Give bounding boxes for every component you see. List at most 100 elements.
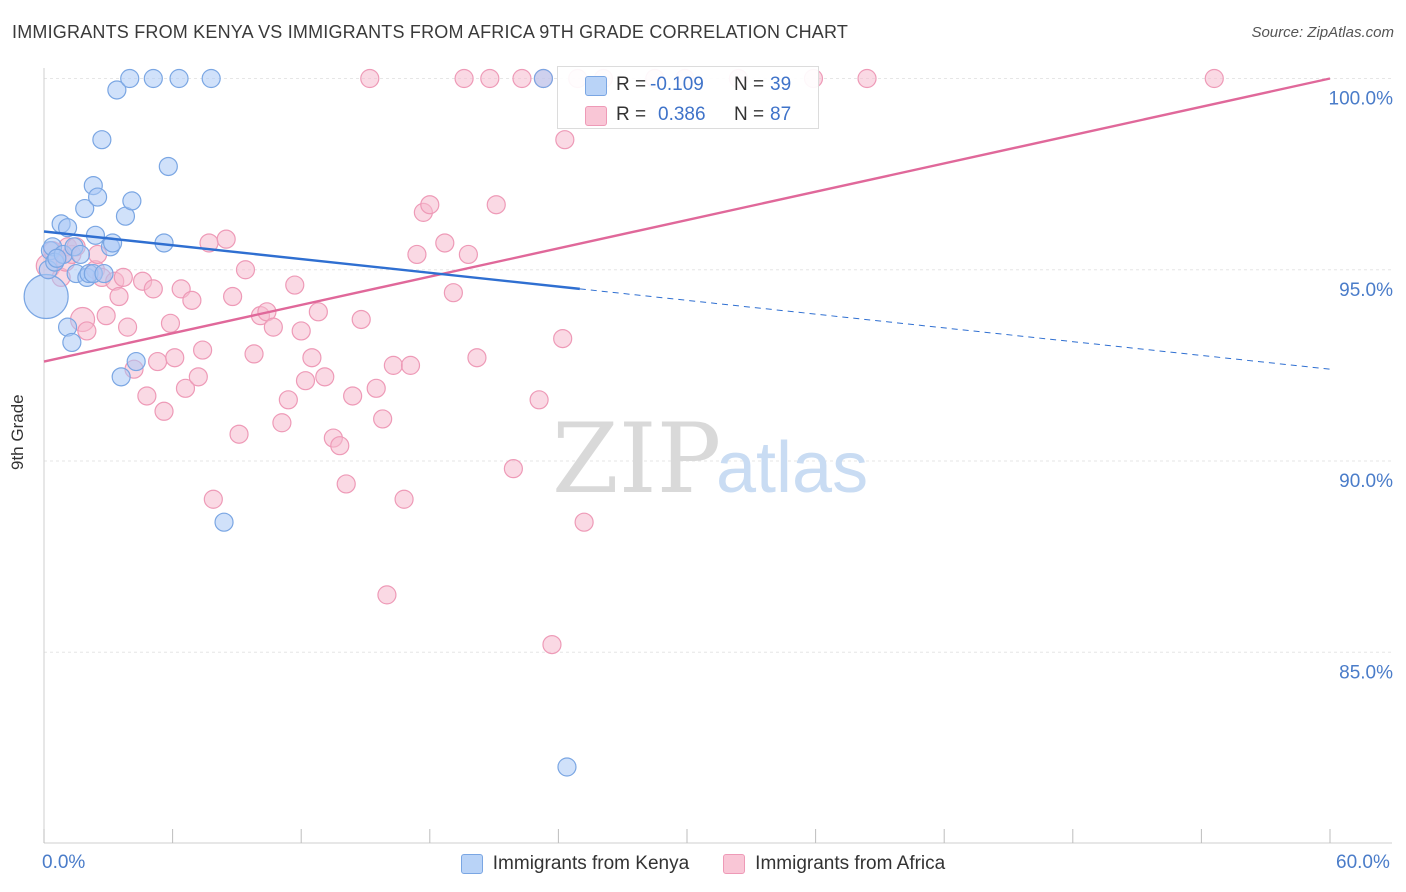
africa-point	[529, 390, 549, 410]
kenya-point	[70, 244, 91, 265]
africa-point	[343, 386, 363, 406]
kenya-point	[75, 198, 95, 219]
kenya-point	[122, 191, 142, 211]
africa-point	[467, 348, 487, 368]
africa-point	[503, 459, 523, 479]
africa-point	[160, 313, 181, 333]
series-africa-points	[35, 68, 1224, 655]
y-tick-label: 95.0%	[1339, 280, 1393, 301]
africa-point	[203, 489, 223, 509]
kenya-point	[533, 68, 553, 89]
africa-point	[857, 68, 877, 89]
source-label: Source: ZipAtlas.com	[1251, 24, 1394, 41]
africa-point	[216, 229, 236, 249]
legend-item-africa[interactable]: Immigrants from Africa	[723, 853, 945, 875]
africa-point	[117, 317, 138, 337]
kenya-point	[87, 187, 108, 207]
africa-point	[574, 512, 594, 532]
africa-point	[278, 390, 298, 410]
africa-point	[486, 195, 506, 215]
kenya-point	[111, 367, 131, 387]
n-label: N =	[734, 74, 765, 95]
africa-point	[555, 130, 575, 150]
y-tick-labels: 100.0% 95.0% 90.0% 85.0%	[1329, 89, 1394, 684]
africa-point	[336, 474, 356, 494]
kenya-point	[214, 512, 234, 532]
africa-point	[229, 424, 249, 444]
n-label: N =	[734, 104, 765, 125]
africa-point	[137, 386, 157, 406]
africa-point	[77, 321, 97, 341]
africa-point	[143, 279, 163, 299]
africa-point	[443, 283, 463, 303]
africa-point	[96, 306, 116, 326]
x-tick-label-min: 0.0%	[42, 852, 86, 873]
africa-point	[291, 321, 311, 341]
y-tick-label: 85.0%	[1339, 662, 1393, 683]
africa-point	[188, 367, 208, 387]
africa-point	[235, 260, 256, 280]
africa-point	[542, 634, 562, 655]
africa-point	[285, 275, 305, 295]
n-value: 87	[770, 104, 792, 125]
africa-point	[175, 378, 196, 398]
kenya-point	[62, 332, 82, 353]
kenya-point	[120, 68, 140, 89]
axes	[43, 68, 1392, 844]
kenya-point	[143, 68, 163, 89]
africa-point	[272, 413, 292, 433]
r-label: R =	[616, 104, 647, 125]
stats-legend: R = -0.109 N = 39 R = 0.386 N = 87	[557, 66, 819, 129]
kenya-point	[102, 233, 123, 253]
africa-point	[360, 68, 380, 89]
kenya-point	[169, 68, 189, 89]
watermark-atlas: atlas	[716, 428, 868, 508]
africa-point	[553, 329, 573, 349]
kenya-trend-extension	[579, 288, 1331, 370]
africa-point	[302, 348, 322, 368]
grid-lines	[44, 78, 1392, 653]
kenya-point	[57, 218, 78, 238]
africa-point	[394, 489, 414, 509]
africa-legend-swatch	[723, 854, 746, 874]
legend-item-kenya[interactable]: Immigrants from Kenya	[460, 853, 690, 875]
n-value: 39	[770, 74, 792, 95]
africa-point	[295, 371, 316, 391]
y-axis-label: 9th Grade	[8, 394, 27, 470]
africa-trend-line	[43, 77, 1331, 363]
chart-title: IMMIGRANTS FROM KENYA VS IMMIGRANTS FROM…	[12, 22, 849, 42]
kenya-swatch	[585, 76, 607, 96]
kenya-point	[47, 248, 67, 268]
africa-point	[377, 585, 397, 605]
africa-point	[458, 244, 478, 265]
r-value: 0.386	[658, 104, 706, 125]
legend-label-kenya: Immigrants from Kenya	[492, 853, 690, 874]
africa-point	[147, 351, 168, 372]
africa-point	[154, 401, 174, 421]
africa-point	[1204, 68, 1224, 89]
r-label: R =	[616, 74, 647, 95]
africa-point	[165, 348, 185, 368]
stats-row-kenya: R = -0.109 N = 39	[558, 70, 818, 100]
kenya-point	[557, 757, 577, 777]
africa-point	[113, 267, 133, 287]
watermark-zip: ZIP	[552, 403, 721, 515]
africa-point	[454, 68, 474, 89]
africa-point	[223, 286, 243, 307]
kenya-point	[158, 156, 178, 177]
africa-point	[383, 355, 403, 375]
africa-point	[109, 286, 129, 307]
africa-point	[193, 340, 213, 360]
africa-point	[263, 317, 283, 337]
africa-swatch	[585, 106, 607, 126]
africa-point	[351, 309, 371, 330]
series-kenya-points	[23, 68, 577, 777]
africa-point	[182, 290, 202, 310]
africa-point	[244, 344, 264, 364]
trend-lines	[43, 77, 1331, 370]
africa-point	[420, 195, 440, 215]
legend: Immigrants from Kenya Immigrants from Af…	[0, 853, 1406, 875]
kenya-legend-swatch	[460, 854, 483, 874]
africa-point	[512, 68, 532, 89]
